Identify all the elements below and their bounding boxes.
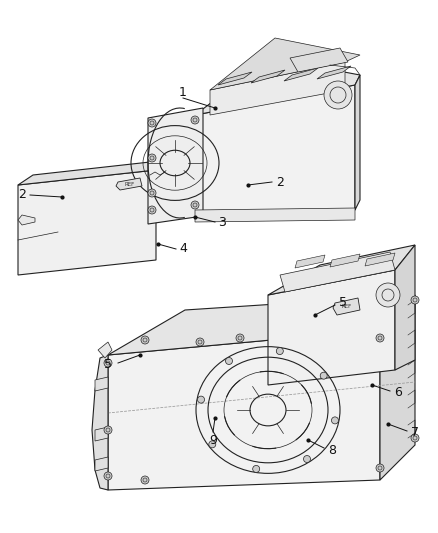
Circle shape: [209, 441, 216, 448]
Polygon shape: [355, 75, 360, 210]
Circle shape: [104, 426, 112, 434]
Polygon shape: [18, 215, 35, 225]
Polygon shape: [268, 245, 415, 295]
Polygon shape: [380, 295, 415, 480]
Circle shape: [148, 206, 156, 214]
Circle shape: [376, 283, 400, 307]
Circle shape: [191, 201, 199, 209]
Text: 2: 2: [18, 189, 26, 201]
Circle shape: [304, 456, 311, 463]
Text: 6: 6: [394, 386, 402, 400]
Polygon shape: [333, 298, 360, 315]
Circle shape: [276, 348, 283, 354]
Circle shape: [324, 81, 352, 109]
Polygon shape: [284, 68, 318, 81]
Polygon shape: [95, 377, 108, 391]
Text: 8: 8: [328, 443, 336, 456]
Polygon shape: [251, 70, 285, 83]
Polygon shape: [365, 253, 395, 266]
Circle shape: [141, 336, 149, 344]
Circle shape: [148, 154, 156, 162]
Circle shape: [376, 334, 384, 342]
Text: 2: 2: [276, 175, 284, 189]
Circle shape: [320, 372, 327, 379]
Polygon shape: [95, 457, 108, 471]
Polygon shape: [108, 330, 380, 490]
Polygon shape: [195, 208, 355, 222]
Polygon shape: [95, 427, 108, 441]
Text: 4: 4: [179, 243, 187, 255]
Circle shape: [253, 465, 260, 472]
Polygon shape: [108, 295, 415, 355]
Polygon shape: [268, 270, 395, 385]
Polygon shape: [195, 58, 360, 115]
Circle shape: [376, 464, 384, 472]
Text: REF: REF: [125, 182, 135, 187]
Text: 9: 9: [209, 433, 217, 447]
Text: 3: 3: [218, 215, 226, 229]
Polygon shape: [290, 48, 348, 72]
Polygon shape: [330, 254, 360, 267]
Text: 5: 5: [104, 359, 112, 372]
Polygon shape: [317, 66, 351, 79]
Text: 1: 1: [179, 85, 187, 99]
Polygon shape: [18, 170, 156, 275]
Circle shape: [104, 472, 112, 480]
Circle shape: [198, 396, 205, 403]
Circle shape: [191, 116, 199, 124]
Text: 5: 5: [339, 296, 347, 310]
Polygon shape: [195, 85, 355, 215]
Circle shape: [196, 338, 204, 346]
Circle shape: [148, 189, 156, 197]
Polygon shape: [18, 160, 168, 185]
Circle shape: [148, 119, 156, 127]
Polygon shape: [295, 255, 325, 268]
Circle shape: [411, 434, 419, 442]
Polygon shape: [210, 62, 345, 115]
Polygon shape: [218, 72, 252, 85]
Circle shape: [332, 417, 339, 424]
Polygon shape: [92, 355, 108, 490]
Polygon shape: [116, 178, 142, 190]
Polygon shape: [395, 245, 415, 370]
Circle shape: [104, 359, 112, 367]
Circle shape: [226, 358, 233, 365]
Text: REF: REF: [342, 304, 352, 310]
Polygon shape: [98, 342, 112, 358]
Polygon shape: [185, 115, 195, 215]
Polygon shape: [280, 252, 395, 292]
Circle shape: [236, 334, 244, 342]
Polygon shape: [210, 38, 360, 90]
Polygon shape: [148, 108, 203, 224]
Circle shape: [411, 296, 419, 304]
Circle shape: [141, 476, 149, 484]
Text: 7: 7: [411, 426, 419, 440]
